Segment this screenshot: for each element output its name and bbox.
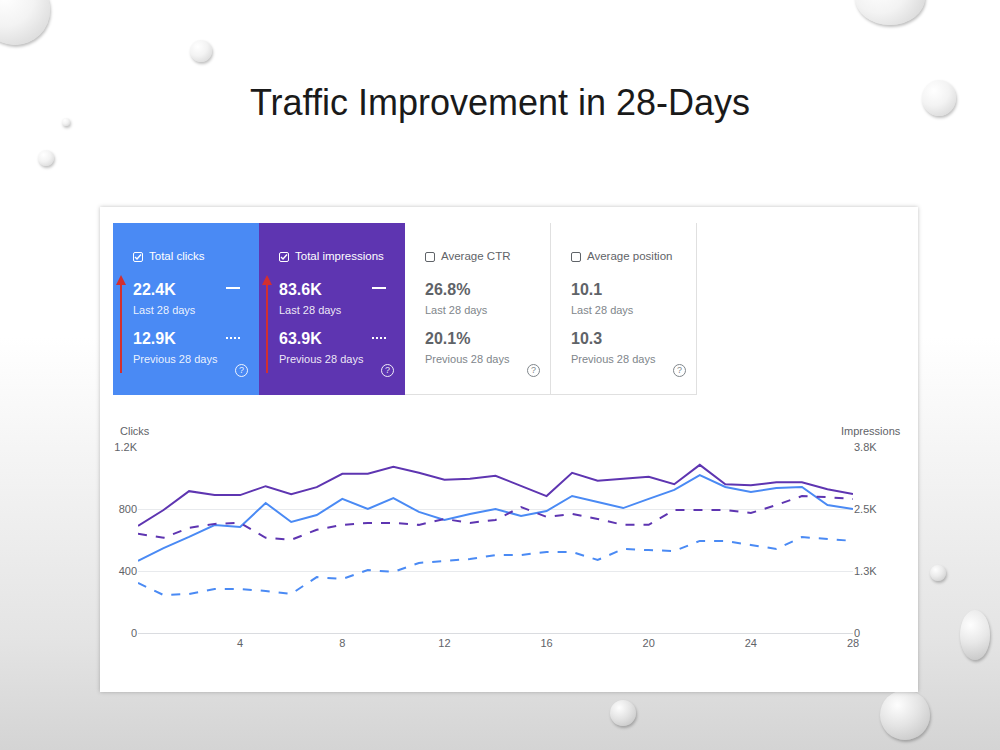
svg-text:Clicks: Clicks [120, 425, 150, 437]
html-text:Previous 28 days: Previous 28 days [279, 353, 364, 365]
svg-text:400: 400 [119, 565, 137, 577]
svg-text:24: 24 [745, 637, 757, 649]
html-text:Total clicks: Total clicks [149, 250, 205, 262]
svg-text:16: 16 [540, 637, 552, 649]
html-text:Previous 28 days: Previous 28 days [571, 353, 656, 365]
svg-text:0: 0 [854, 627, 860, 639]
html-text:Average position: Average position [587, 250, 673, 262]
svg-text:12: 12 [438, 637, 450, 649]
html-text:Last 28 days: Last 28 days [279, 304, 342, 316]
html-text:Average CTR: Average CTR [441, 250, 511, 262]
svg-text:2.5K: 2.5K [854, 503, 877, 515]
html-text:20.1%: 20.1% [425, 330, 471, 347]
html-text:63.9K: 63.9K [279, 330, 322, 347]
svg-text:8: 8 [339, 637, 345, 649]
html-text:22.4K: 22.4K [133, 281, 176, 298]
svg-text:1.2K: 1.2K [114, 441, 137, 453]
html-text:26.8%: 26.8% [425, 281, 471, 298]
html-text:Last 28 days: Last 28 days [133, 304, 196, 316]
html-text:Last 28 days: Last 28 days [425, 304, 488, 316]
html-text:Last 28 days: Last 28 days [571, 304, 634, 316]
html-text:Total impressions: Total impressions [295, 250, 384, 262]
svg-text:1.3K: 1.3K [854, 565, 877, 577]
svg-text:4: 4 [237, 637, 243, 649]
html-text:10.3: 10.3 [571, 330, 603, 347]
svg-text:28: 28 [847, 637, 859, 649]
html-text:Previous 28 days: Previous 28 days [425, 353, 510, 365]
html-text:12.9K: 12.9K [133, 330, 176, 347]
svg-text:0: 0 [131, 627, 137, 639]
html-text:Previous 28 days: Previous 28 days [133, 353, 218, 365]
svg-text:20: 20 [643, 637, 655, 649]
html-text:83.6K: 83.6K [279, 281, 322, 298]
html-text:Traffic Improvement in 28-Days: Traffic Improvement in 28-Days [249, 82, 751, 123]
svg-text:Impressions: Impressions [841, 425, 901, 437]
svg-text:3.8K: 3.8K [854, 441, 877, 453]
svg-text:800: 800 [119, 503, 137, 515]
html-text:10.1: 10.1 [571, 281, 603, 298]
